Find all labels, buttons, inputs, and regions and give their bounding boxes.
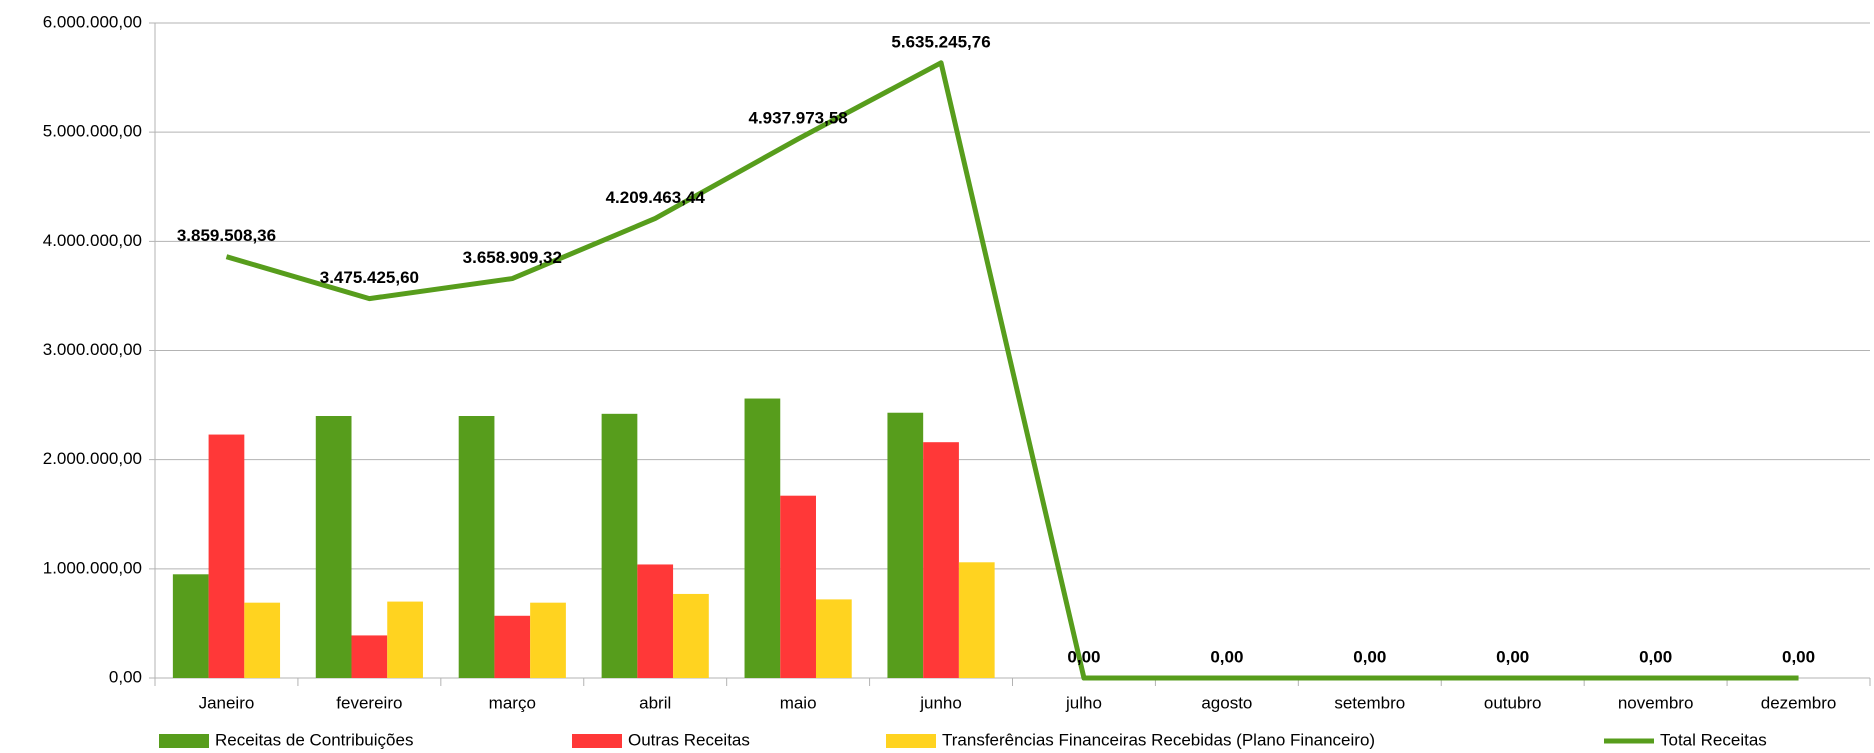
data-label: 0,00 bbox=[1067, 647, 1100, 666]
bar bbox=[815, 599, 852, 678]
data-label: 4.937.973,58 bbox=[748, 108, 847, 127]
data-label: 0,00 bbox=[1210, 647, 1243, 666]
x-tick-label: dezembro bbox=[1761, 693, 1837, 712]
y-tick-label: 6.000.000,00 bbox=[43, 12, 142, 31]
legend-label: Outras Receitas bbox=[628, 730, 750, 749]
bar bbox=[351, 635, 388, 678]
x-tick-label: fevereiro bbox=[336, 693, 402, 712]
y-tick-label: 3.000.000,00 bbox=[43, 340, 142, 359]
bar bbox=[780, 495, 816, 678]
bar bbox=[958, 562, 995, 678]
y-tick-label: 2.000.000,00 bbox=[43, 449, 142, 468]
legend-swatch bbox=[159, 734, 209, 748]
legend-label: Total Receitas bbox=[1660, 730, 1767, 749]
bar bbox=[315, 416, 352, 678]
y-tick-label: 0,00 bbox=[109, 667, 142, 686]
legend-label: Transferências Financeiras Recebidas (Pl… bbox=[942, 730, 1375, 749]
y-tick-label: 4.000.000,00 bbox=[43, 231, 142, 250]
bar bbox=[172, 574, 209, 678]
bar bbox=[387, 601, 423, 678]
x-tick-label: julho bbox=[1065, 693, 1102, 712]
bar bbox=[458, 416, 495, 678]
data-label: 0,00 bbox=[1353, 647, 1386, 666]
legend-label: Receitas de Contribuições bbox=[215, 730, 413, 749]
x-tick-label: agosto bbox=[1201, 693, 1252, 712]
bar bbox=[494, 615, 531, 678]
data-label: 5.635.245,76 bbox=[891, 32, 990, 51]
x-tick-label: setembro bbox=[1334, 693, 1405, 712]
legend-swatch bbox=[886, 734, 936, 748]
data-label: 3.475.425,60 bbox=[320, 268, 419, 287]
x-tick-label: junho bbox=[919, 693, 962, 712]
bar bbox=[530, 602, 566, 678]
y-tick-label: 1.000.000,00 bbox=[43, 558, 142, 577]
data-label: 4.209.463,44 bbox=[606, 188, 706, 207]
bar bbox=[244, 602, 281, 678]
bar bbox=[744, 398, 781, 678]
x-tick-label: março bbox=[489, 693, 536, 712]
bar bbox=[637, 564, 674, 678]
bar bbox=[601, 413, 638, 678]
bar bbox=[208, 434, 245, 678]
x-tick-label: Janeiro bbox=[199, 693, 255, 712]
line bbox=[225, 60, 1799, 681]
x-tick-label: maio bbox=[780, 693, 817, 712]
bar bbox=[923, 442, 959, 678]
data-label: 0,00 bbox=[1639, 647, 1672, 666]
data-label: 3.859.508,36 bbox=[177, 226, 276, 245]
data-label: 0,00 bbox=[1782, 647, 1815, 666]
x-tick-label: abril bbox=[639, 693, 671, 712]
data-label: 0,00 bbox=[1496, 647, 1529, 666]
data-label: 3.658.909,32 bbox=[463, 248, 562, 267]
legend-swatch bbox=[572, 734, 622, 748]
x-tick-label: novembro bbox=[1618, 693, 1694, 712]
y-tick-label: 5.000.000,00 bbox=[43, 122, 142, 141]
bar bbox=[673, 593, 709, 678]
x-tick-label: outubro bbox=[1484, 693, 1542, 712]
bar bbox=[887, 412, 924, 678]
